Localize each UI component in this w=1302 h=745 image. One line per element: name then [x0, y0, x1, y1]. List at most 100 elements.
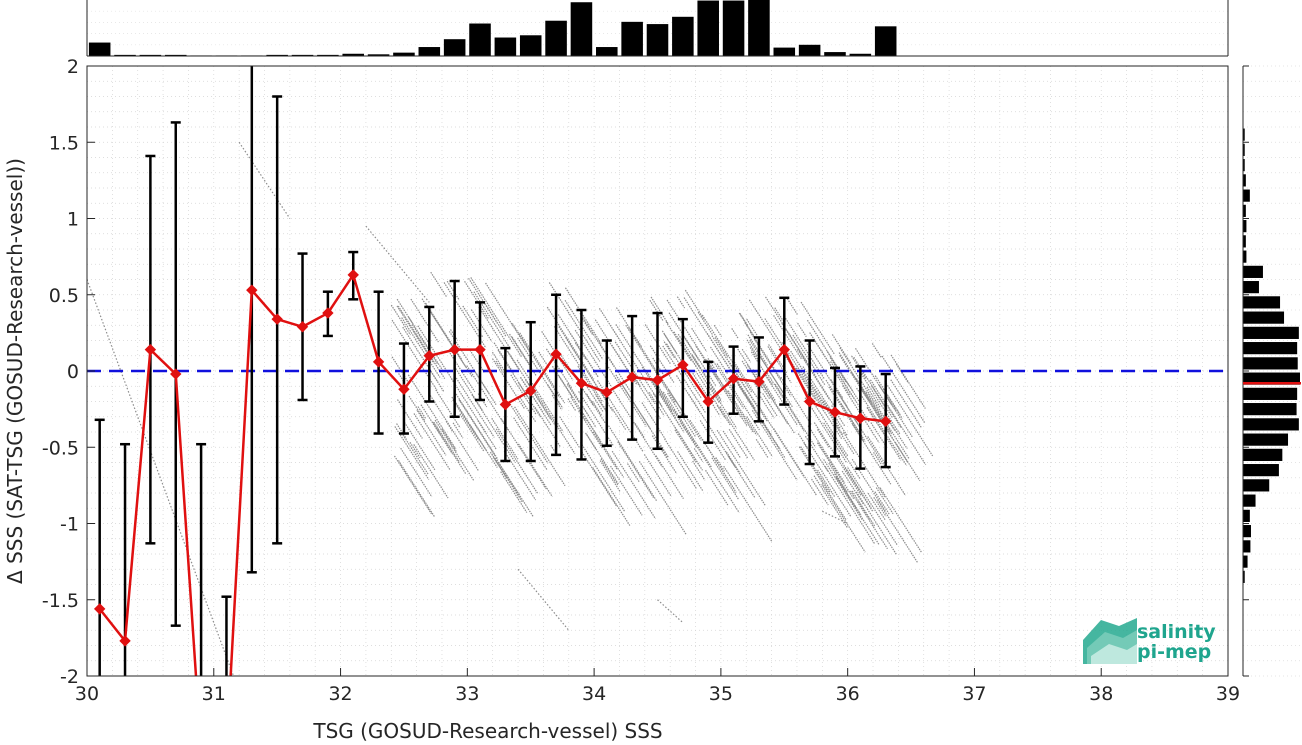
scatter-streak [807, 425, 846, 484]
right-histogram-bar [1243, 509, 1250, 522]
right-histogram-bar [1243, 159, 1245, 172]
scatter-streak [851, 372, 871, 402]
right-histogram-bar [1243, 128, 1245, 141]
x-axis-label: TSG (GOSUD-Research-vessel) SSS [312, 719, 662, 743]
binned-mean-point [372, 356, 385, 368]
right-histogram-bar [1243, 220, 1247, 233]
scatter-streak [365, 225, 430, 303]
scatter-streak [651, 380, 677, 419]
scatter-streak [409, 441, 421, 459]
right-histogram-bar [1243, 296, 1281, 309]
scatter-streak [821, 483, 866, 553]
scatter-streak [398, 373, 406, 384]
scatter-streak [866, 406, 902, 461]
top-histogram-bar [164, 54, 187, 56]
scatter-streak [746, 339, 759, 357]
scatter-streak [781, 342, 825, 409]
scatter-streak [833, 450, 872, 509]
scatter-streak [633, 375, 642, 388]
x-tick-label: 38 [1089, 683, 1113, 705]
binned-mean-point [879, 415, 892, 428]
scatter-streak [711, 457, 740, 500]
scatter-streak [394, 426, 430, 480]
scatter-streak [577, 365, 608, 412]
scatter-streak [643, 454, 672, 498]
top-histogram-bar [874, 26, 897, 56]
scatter-streak [464, 281, 490, 320]
scatter-streak [545, 348, 573, 389]
right-histogram-bar [1243, 235, 1246, 248]
binned-mean-point [423, 350, 436, 362]
scatter-streak [625, 324, 677, 404]
scatter-streak [725, 451, 741, 474]
scatter-streak [401, 317, 441, 378]
right-histogram-bar [1243, 342, 1298, 355]
scatter-streak [493, 342, 514, 374]
scatter-streak [413, 413, 451, 470]
scatter-streak [558, 375, 602, 442]
scatter-streak [844, 467, 874, 512]
scatter-streak [455, 393, 499, 460]
top-histogram-bar [443, 39, 466, 56]
scatter-streak [581, 451, 617, 507]
binned-mean-point [170, 368, 182, 380]
scatter-streak [397, 305, 446, 379]
scatter-streak [580, 442, 626, 512]
scatter-streak [875, 487, 894, 515]
scatter-streak [485, 282, 532, 355]
scatter-streak [834, 473, 862, 516]
scatter-streak [828, 430, 861, 480]
scatter-streak [455, 377, 495, 438]
scatter-streak [655, 455, 684, 499]
scatter-streak [746, 416, 773, 458]
right-histogram-bar [1243, 387, 1298, 400]
scatter-streak [657, 599, 684, 624]
scatter-streak [468, 277, 498, 324]
scatter-streak [615, 307, 643, 348]
scatter-streak [450, 329, 459, 341]
scatter-streak [402, 326, 439, 383]
scatter-streak [817, 469, 836, 497]
scatter-streak [734, 377, 756, 411]
scatter-streak [803, 442, 852, 517]
scatter-streak [881, 355, 926, 424]
scatter-streak [747, 364, 763, 388]
y-tick-label: -1.5 [42, 590, 79, 612]
scatter-streak [748, 299, 794, 369]
scatter-streak [838, 352, 891, 432]
scatter-streak [759, 355, 786, 397]
scatter-streak [890, 379, 923, 429]
binned-mean-point [246, 284, 258, 296]
scatter-streak [895, 448, 908, 466]
scatter-streak [811, 478, 829, 506]
scatter-streak [565, 337, 614, 413]
binned-mean-point [322, 307, 334, 319]
scatter-streak [804, 435, 829, 473]
binned-mean-point [144, 343, 157, 356]
y-tick-label: -2 [60, 666, 79, 688]
right-histogram-bar [1243, 448, 1283, 461]
right-histogram-bar [1243, 357, 1298, 370]
scatter-streak [649, 299, 664, 322]
logo-line1: salinity [1137, 621, 1216, 643]
scatter-streak [837, 393, 887, 469]
scatter-streak [744, 322, 782, 380]
scatter-streak [614, 341, 656, 405]
top-histogram-bar [418, 47, 441, 56]
binned-mean-point [626, 371, 638, 383]
scatter-streak [434, 419, 475, 481]
scatter-streak [649, 345, 675, 383]
scatter-streak [677, 333, 723, 403]
top-histogram-bar [570, 2, 593, 56]
scatter-streak [452, 422, 464, 439]
scatter-streak [403, 422, 436, 471]
scatter-streak [466, 365, 509, 431]
scatter-streak [767, 346, 792, 384]
scatter-streak [471, 394, 516, 464]
top-histogram-bar [672, 16, 694, 56]
y-tick-label: -1 [60, 514, 79, 536]
top-histogram-bar [139, 54, 162, 56]
binned-mean-point [829, 406, 841, 418]
scatter-streak [652, 393, 704, 471]
top-histogram-bar [722, 0, 745, 56]
